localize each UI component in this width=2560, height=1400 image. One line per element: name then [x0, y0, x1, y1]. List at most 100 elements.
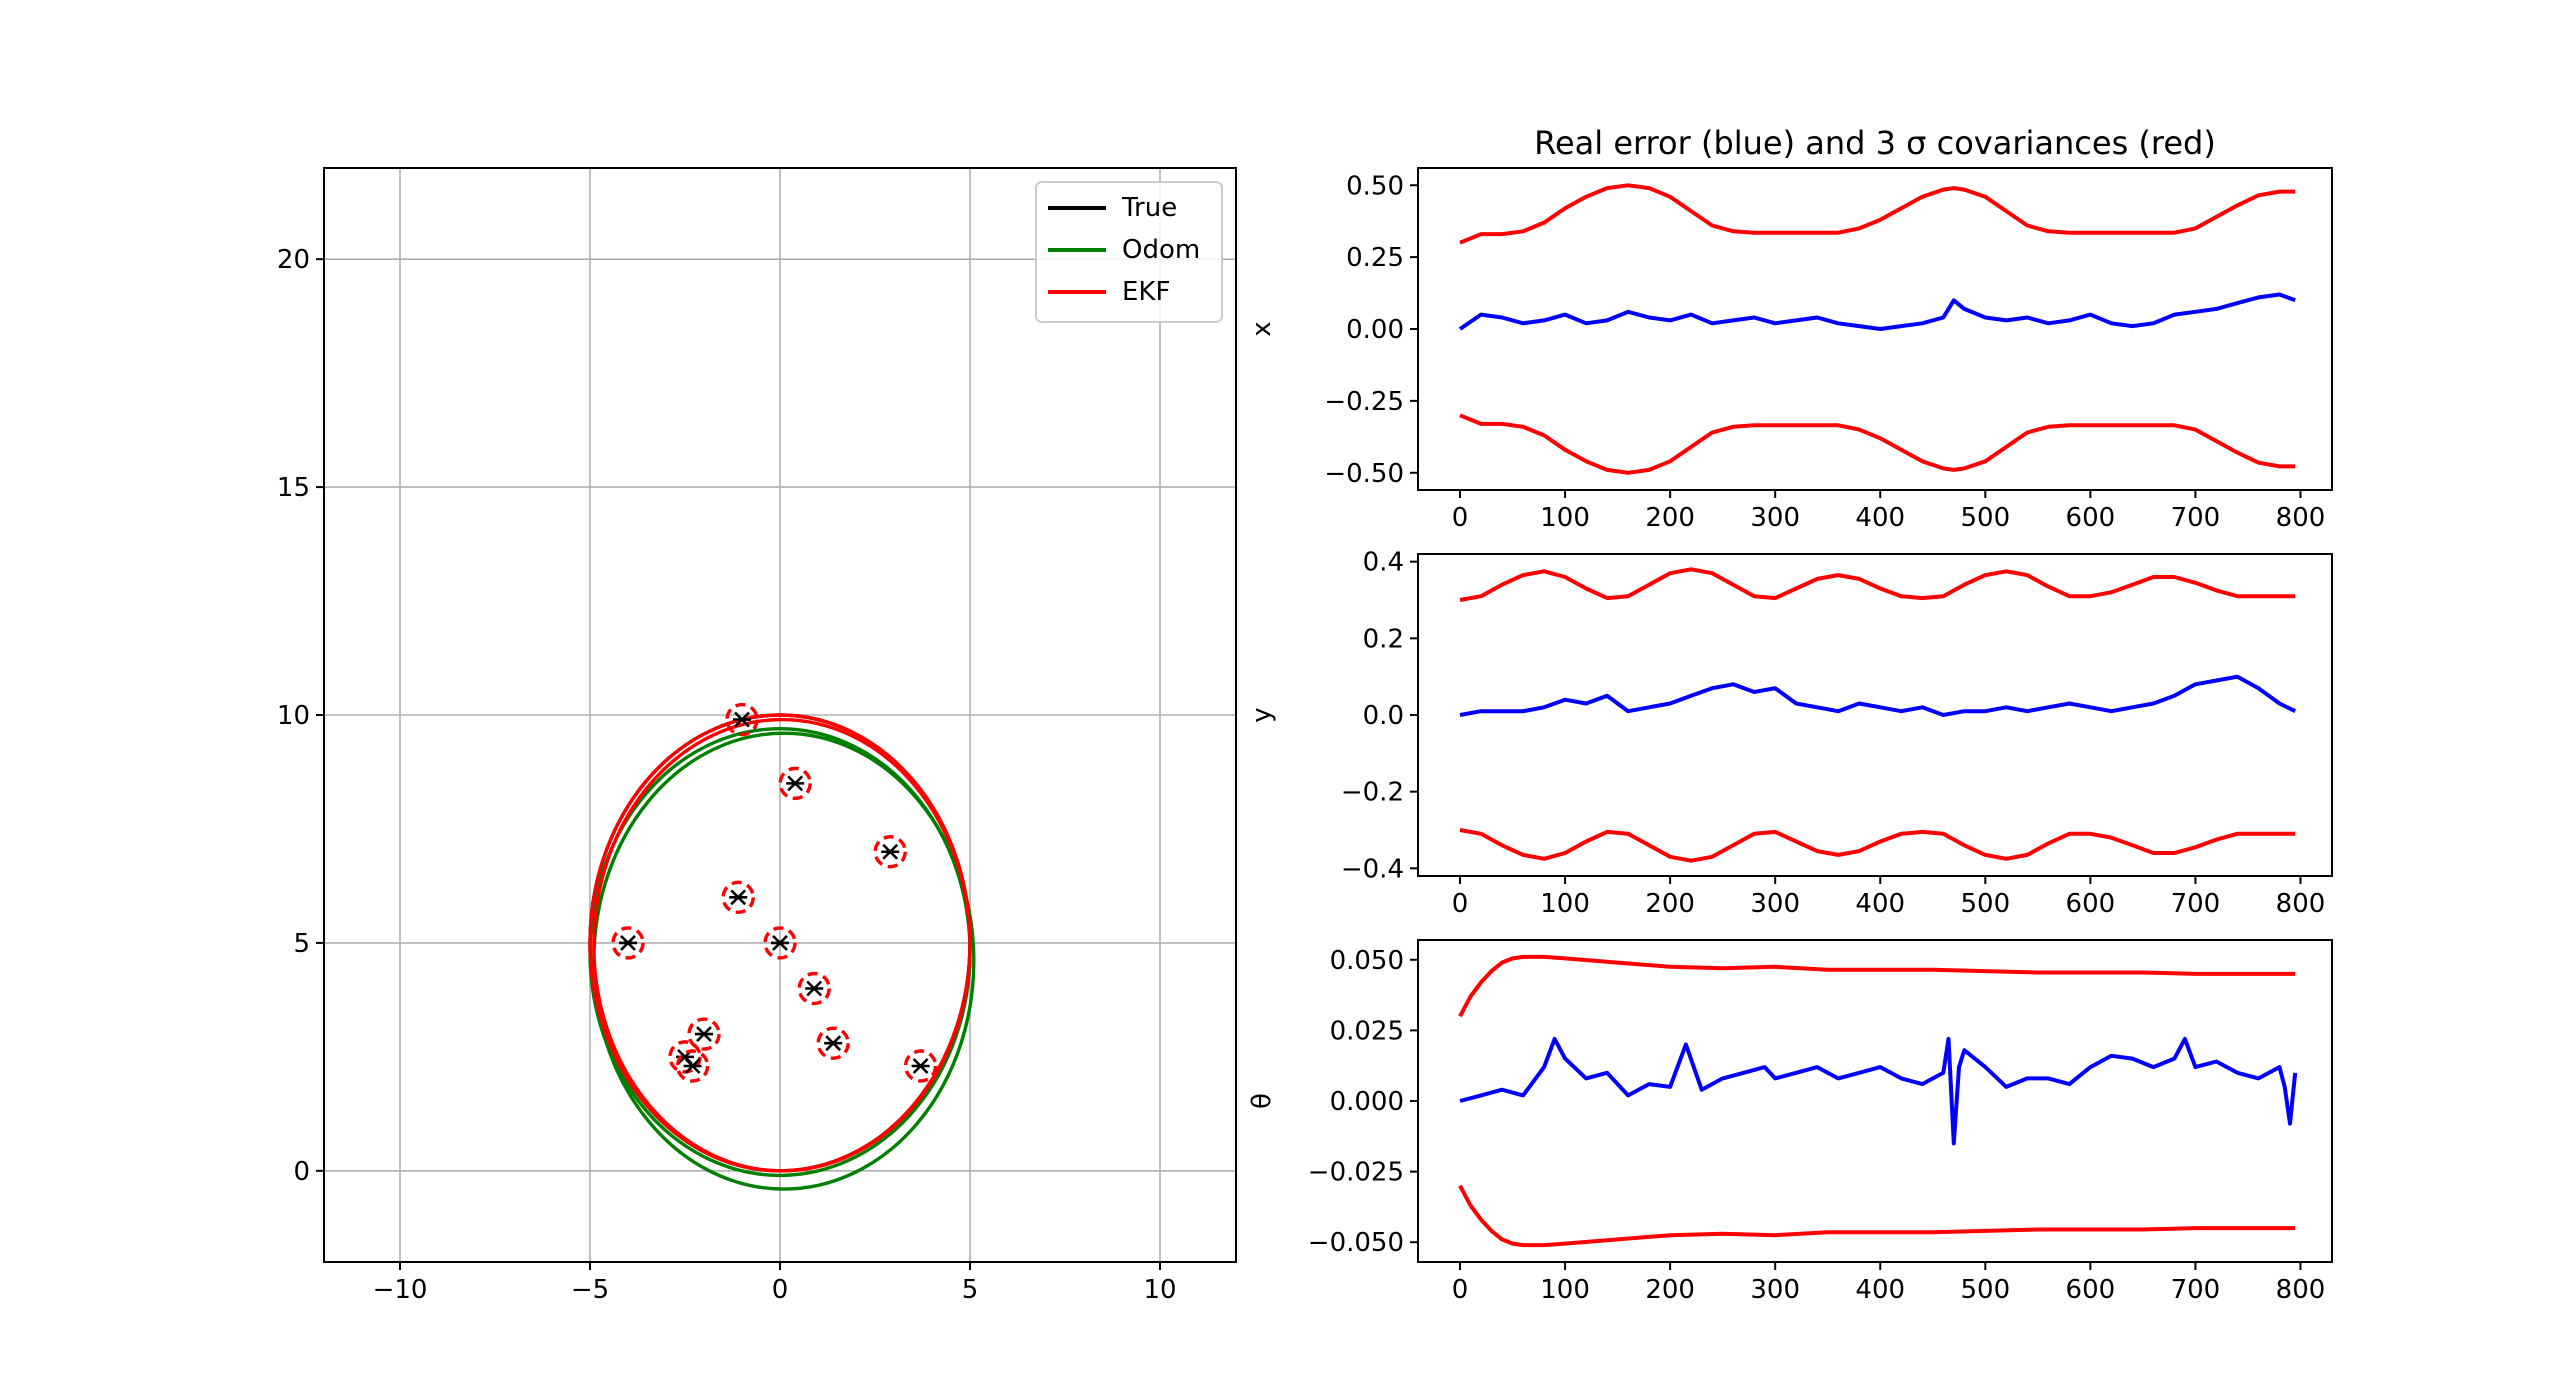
plot-area [1458, 183, 2296, 475]
y-tick-label: −0.050 [1308, 1228, 1404, 1258]
x-tick-label: 200 [1645, 1275, 1695, 1305]
x-tick-label: 200 [1645, 503, 1695, 533]
x-tick-label: 500 [1960, 503, 2010, 533]
covariance-bound-line [1458, 954, 2296, 1018]
y-tick-label: 0.50 [1346, 171, 1404, 201]
plot-area [588, 702, 976, 1191]
x-tick-label: 400 [1855, 1275, 1905, 1305]
legend-box [1035, 181, 1223, 323]
landmark-marker [733, 711, 751, 728]
x-tick-label: 600 [2066, 1275, 2116, 1305]
legend-label-ekf: EKF [1122, 277, 1170, 307]
landmark-marker [771, 934, 789, 951]
y-tick-label: 0.025 [1330, 1016, 1404, 1046]
y-tick-label: 10 [277, 701, 310, 731]
covariance-bound-line [1459, 413, 2296, 475]
y-tick-label: 0.25 [1346, 243, 1404, 273]
y-tick-label: 5 [293, 929, 310, 959]
x-tick-label: 100 [1540, 503, 1590, 533]
plot-area [1459, 567, 2297, 863]
x-tick-label: 300 [1750, 889, 1800, 919]
landmark-marker [805, 980, 824, 997]
landmark-covariance-ellipse [797, 971, 831, 1006]
covariance-bound-line [1459, 567, 2296, 602]
x-tick-label: 100 [1540, 1275, 1590, 1305]
x-tick-label: 600 [2066, 503, 2116, 533]
y-error-panel: 0 100 200 300 400 500 600 700 800 −0.4 −0.2 0.0 0.2 0… [1247, 548, 2333, 919]
x-tick-label: 600 [2066, 889, 2116, 919]
x-tick-label: 200 [1645, 889, 1695, 919]
landmark-covariance-ellipse [675, 1049, 710, 1083]
landmark-covariance-ellipse [611, 926, 645, 960]
x-tick-label: 700 [2171, 889, 2221, 919]
landmark-marker [695, 1026, 713, 1042]
landmark-marker [683, 1058, 702, 1074]
landmark-covariance-ellipse [725, 702, 759, 737]
theta-error-panel: 0 100 200 300 400 500 600 700 800 −0.050 −0.025 0.0… [1247, 939, 2333, 1305]
landmark-covariance-ellipse [903, 1049, 938, 1083]
x-tick-label: −5 [571, 1275, 609, 1305]
x-tick-label: 300 [1750, 1275, 1800, 1305]
y-tick-label: −0.4 [1341, 854, 1404, 884]
x-tick-label: 800 [2276, 503, 2326, 533]
landmark-covariance-ellipse [721, 880, 755, 915]
error-series-line [1458, 292, 2296, 331]
landmark-marker [881, 843, 900, 860]
x-tick-label: 0 [772, 1275, 789, 1305]
y-tick-label: −0.2 [1341, 778, 1404, 808]
y-tick-label: −0.50 [1324, 459, 1404, 489]
x-tick-label: 300 [1750, 503, 1800, 533]
landmark-marker [911, 1058, 930, 1074]
x-tick-label: 500 [1960, 889, 2010, 919]
y-tick-label: 0.00 [1346, 315, 1404, 345]
trajectory-ekf-path [592, 717, 972, 1173]
plot-area [1458, 954, 2298, 1248]
y-tick-label: 0.000 [1330, 1087, 1404, 1117]
x-tick-label: 10 [1143, 1275, 1176, 1305]
landmark-marker [824, 1035, 843, 1052]
x-tick-label: 400 [1855, 889, 1905, 919]
covariance-bound-line [1459, 183, 2296, 245]
x-tick-label: −10 [373, 1275, 428, 1305]
x-tick-label: 700 [2171, 1275, 2221, 1305]
x-error-panel: 0 100 200 300 400 500 600 700 800 −0.50 −0.25 0.00 0… [1247, 124, 2333, 533]
x-tick-label: 100 [1540, 889, 1590, 919]
y-axis-label: x [1247, 321, 1277, 336]
landmark-marker [619, 934, 637, 951]
y-axis-label: θ [1247, 1093, 1277, 1109]
error-series-line [1459, 1036, 2298, 1146]
landmark-covariance-ellipse [873, 835, 907, 869]
landmark-covariance-ellipse [816, 1026, 850, 1060]
y-axis-label: y [1247, 707, 1277, 722]
y-tick-label: 0.050 [1330, 946, 1404, 976]
trajectory-panel: −10 −5 0 5 10 0 5 10 15 20 True Odom EKF [277, 167, 1237, 1305]
landmark-covariance-ellipse [687, 1017, 721, 1051]
error-series-line [1459, 674, 2297, 717]
landmark-marker [729, 889, 748, 906]
x-tick-label: 800 [2276, 889, 2326, 919]
x-tick-label: 800 [2276, 1275, 2326, 1305]
x-tick-label: 0 [1452, 1275, 1469, 1305]
x-tick-label: 500 [1960, 1275, 2010, 1305]
y-tick-label: 0.0 [1363, 701, 1404, 731]
landmark-covariance-ellipse [778, 766, 812, 801]
covariance-bound-line [1459, 828, 2296, 863]
y-tick-label: −0.025 [1308, 1158, 1404, 1188]
covariance-bound-line [1458, 1184, 2296, 1248]
x-tick-label: 0 [1452, 889, 1469, 919]
y-tick-label: 0 [293, 1157, 310, 1187]
y-tick-label: 15 [277, 473, 310, 503]
y-tick-label: 0.4 [1363, 548, 1404, 578]
y-tick-label: −0.25 [1324, 387, 1404, 417]
x-tick-label: 0 [1452, 503, 1469, 533]
y-tick-label: 20 [277, 245, 310, 275]
landmark-covariance-ellipse [763, 926, 797, 960]
chart-title: Real error (blue) and 3 σ covariances (r… [1534, 124, 2216, 162]
landmark-marker [786, 775, 805, 792]
legend-label-true: True [1121, 193, 1177, 223]
y-tick-label: 0.2 [1363, 624, 1404, 654]
x-tick-label: 700 [2171, 503, 2221, 533]
x-tick-label: 400 [1855, 503, 1905, 533]
